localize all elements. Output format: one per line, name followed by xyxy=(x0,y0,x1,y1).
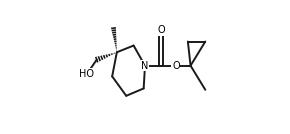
Text: O: O xyxy=(157,25,165,35)
Text: N: N xyxy=(141,61,149,71)
Text: O: O xyxy=(172,61,180,71)
Text: HO: HO xyxy=(79,69,94,79)
